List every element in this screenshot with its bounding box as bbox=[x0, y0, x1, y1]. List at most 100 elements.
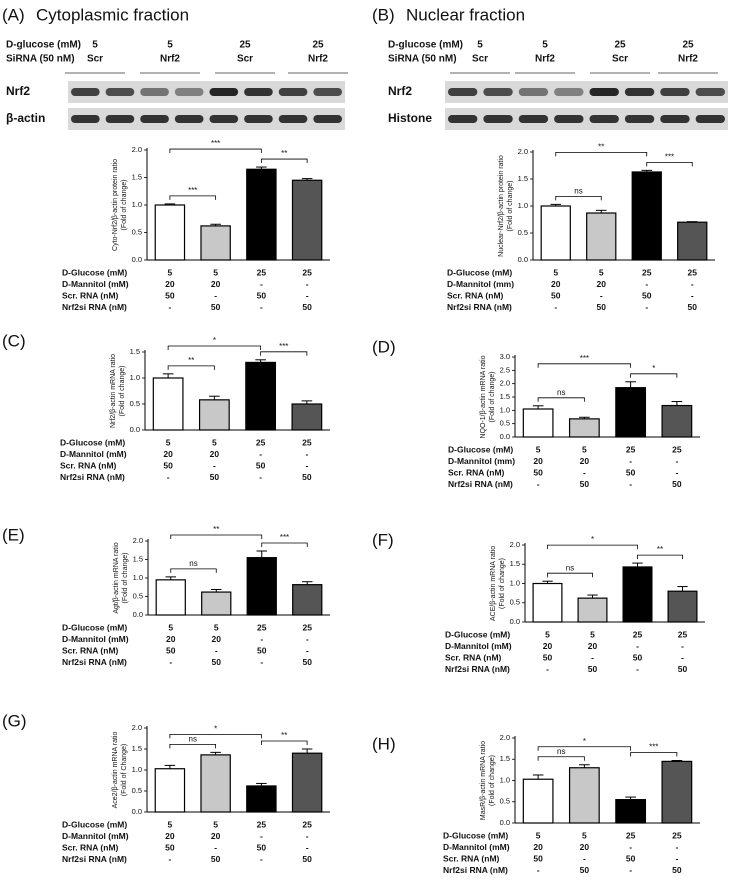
condition-value: - bbox=[675, 853, 678, 863]
significance-label: * bbox=[583, 737, 586, 746]
y-axis-label: NQO-1/β-actin mRNA ratio bbox=[480, 355, 487, 438]
significance-bracket bbox=[169, 733, 262, 739]
condition-value: 20 bbox=[212, 634, 222, 644]
y-axis-label: (Fold of change) bbox=[489, 755, 496, 806]
bar bbox=[292, 584, 323, 616]
y-tick-label: 1.5 bbox=[132, 744, 142, 753]
significance-label: ** bbox=[281, 731, 287, 740]
condition-label: Nrf2si RNA (nM) bbox=[443, 865, 508, 875]
y-axis-label: Ace2/β-actin mRNA ratio bbox=[112, 732, 119, 809]
bar bbox=[677, 221, 708, 261]
condition-value: - bbox=[537, 865, 540, 875]
y-tick-label: 2.0 bbox=[133, 536, 143, 545]
condition-label: Scr. RNA (nM) bbox=[443, 853, 500, 863]
y-tick-label: 0.0 bbox=[500, 432, 510, 441]
condition-label: Scr. RNA (nM) bbox=[62, 645, 119, 655]
y-axis-label: (Fold of change) bbox=[119, 366, 126, 417]
condition-label: Nrf2si RNA (nM) bbox=[447, 302, 512, 312]
condition-value: 50 bbox=[580, 865, 590, 875]
panel-title: Nuclear fraction bbox=[406, 5, 525, 24]
condition-value: 5 bbox=[599, 267, 604, 277]
y-tick-label: 2.0 bbox=[132, 723, 142, 732]
condition-label: D-Glucose (mM) bbox=[60, 437, 125, 447]
condition-value: 5 bbox=[545, 629, 550, 639]
y-tick-label: 1.5 bbox=[132, 172, 142, 181]
condition-value: 25 bbox=[257, 267, 267, 277]
bar bbox=[661, 760, 693, 824]
panel-label: (F) bbox=[372, 530, 394, 549]
blot-header-value: 25 bbox=[682, 40, 694, 51]
condition-label: D-Mannitol (mM) bbox=[443, 842, 510, 852]
blot-header-value: 25 bbox=[239, 40, 251, 51]
bar bbox=[540, 205, 571, 261]
y-tick-label: 0.0 bbox=[510, 617, 520, 626]
condition-label: D-Mannitol (mM) bbox=[445, 641, 512, 651]
significance-label: * bbox=[591, 535, 594, 544]
y-tick-label: 0.0 bbox=[133, 610, 143, 619]
blot-row-label: β-actin bbox=[6, 111, 45, 125]
condition-label: D-Glucose (mM) bbox=[448, 444, 513, 454]
condition-value: 25 bbox=[303, 622, 313, 632]
y-tick-label: 0.0 bbox=[500, 818, 510, 827]
condition-value: - bbox=[215, 645, 218, 655]
condition-value: - bbox=[629, 456, 632, 466]
blot-band bbox=[174, 88, 204, 96]
bar bbox=[291, 179, 323, 261]
panel-label: (A) bbox=[2, 5, 25, 24]
y-tick-label: 1.5 bbox=[130, 347, 140, 356]
condition-value: 50 bbox=[163, 460, 173, 470]
blot-band bbox=[71, 115, 100, 123]
blot-strip bbox=[68, 81, 345, 103]
significance-label: *** bbox=[665, 152, 674, 161]
condition-value: - bbox=[645, 279, 648, 289]
condition-value: 50 bbox=[211, 854, 221, 864]
condition-value: 25 bbox=[626, 830, 636, 840]
blot-header-value: Scr bbox=[87, 54, 103, 65]
bar bbox=[586, 212, 617, 261]
condition-label: Nrf2si RNA (nM) bbox=[60, 472, 125, 482]
bar bbox=[568, 767, 600, 824]
y-tick-label: 1.0 bbox=[500, 775, 510, 784]
blot-band bbox=[448, 88, 478, 96]
bar bbox=[522, 778, 554, 824]
blot-header-value: Scr bbox=[472, 54, 488, 65]
condition-value: 20 bbox=[165, 279, 175, 289]
condition-value: 20 bbox=[580, 842, 590, 852]
y-tick-label: 0.5 bbox=[132, 786, 142, 795]
condition-value: - bbox=[260, 657, 263, 667]
y-tick-label: 0.5 bbox=[133, 591, 143, 600]
blot-band bbox=[174, 115, 204, 123]
y-axis-label: Nuclear-Nrf2/β-actin protein ratio bbox=[498, 155, 505, 257]
bar bbox=[246, 785, 277, 813]
blot-header-value: 5 bbox=[542, 40, 548, 51]
y-tick-label: 1.5 bbox=[500, 754, 510, 763]
blot-band bbox=[278, 88, 308, 96]
condition-value: 5 bbox=[214, 622, 219, 632]
condition-value: 20 bbox=[163, 449, 173, 459]
bar bbox=[246, 168, 277, 261]
significance-label: *** bbox=[280, 533, 289, 542]
blot-row-label: Nrf2 bbox=[6, 84, 30, 98]
bar bbox=[615, 799, 647, 824]
bar bbox=[200, 754, 231, 813]
blot-header-label: D-glucose (mM) bbox=[388, 40, 463, 51]
condition-label: Scr. RNA (nM) bbox=[445, 652, 502, 662]
condition-value: 50 bbox=[302, 302, 312, 312]
condition-value: 5 bbox=[212, 437, 217, 447]
condition-value: - bbox=[691, 290, 694, 300]
condition-value: 20 bbox=[533, 456, 543, 466]
condition-value: - bbox=[600, 290, 603, 300]
blot-header-value: Nrf2 bbox=[678, 54, 698, 65]
condition-value: 50 bbox=[165, 842, 175, 852]
condition-value: 50 bbox=[211, 302, 221, 312]
y-tick-label: 0.5 bbox=[130, 399, 140, 408]
significance-bracket bbox=[260, 158, 308, 164]
condition-label: D-Mannitol (mM) bbox=[62, 279, 129, 289]
condition-value: - bbox=[636, 641, 639, 651]
y-axis-label: (Fold of change) bbox=[489, 372, 496, 423]
blot-row-label: Nrf2 bbox=[388, 84, 412, 98]
condition-value: 25 bbox=[302, 267, 312, 277]
blot-band bbox=[624, 115, 655, 123]
condition-value: 50 bbox=[597, 302, 607, 312]
